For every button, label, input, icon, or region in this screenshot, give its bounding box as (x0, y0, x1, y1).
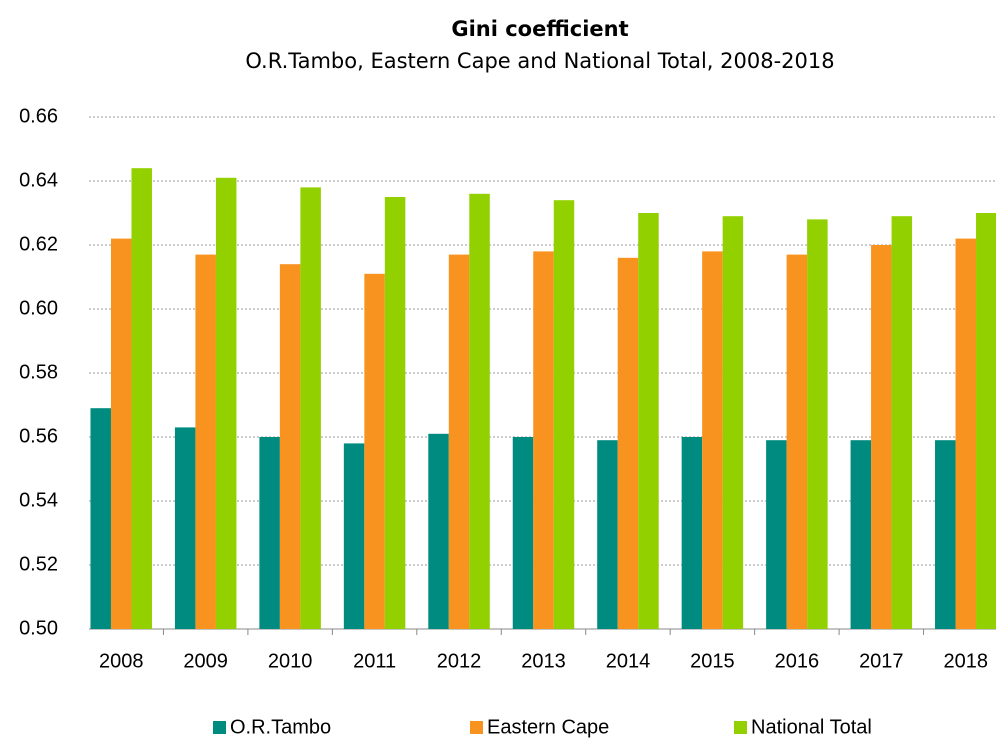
bar (343, 443, 365, 629)
bar (955, 238, 977, 629)
y-tick-label: 0.66 (19, 105, 58, 127)
bar (766, 440, 787, 629)
bar (174, 427, 196, 629)
y-tick-label: 0.60 (19, 297, 58, 319)
y-tick-label: 0.64 (19, 169, 58, 191)
bar (215, 177, 237, 630)
y-tick-label: 0.52 (19, 553, 58, 575)
bar (976, 213, 996, 629)
x-tick-label: 2013 (521, 650, 566, 672)
legend-swatch (213, 721, 226, 734)
y-tick-label: 0.50 (19, 617, 58, 639)
x-tick-label: 2010 (268, 650, 313, 672)
legend-swatch (470, 721, 483, 734)
legend-swatch (734, 721, 747, 734)
x-tick-label: 2017 (859, 650, 904, 672)
bar (448, 254, 470, 629)
bar (935, 440, 956, 629)
bar (617, 257, 639, 629)
bar (512, 437, 534, 629)
bar (553, 200, 575, 629)
chart-title: Gini coefficient (451, 17, 628, 41)
x-tick-label: 2008 (99, 650, 144, 672)
bar (364, 273, 385, 629)
bar (722, 216, 744, 629)
bar (131, 168, 152, 629)
legend-label: National Total (751, 716, 872, 738)
chart-subtitle: O.R.Tambo, Eastern Cape and National Tot… (245, 49, 834, 73)
bar (807, 219, 828, 629)
bar (850, 440, 872, 629)
y-tick-label: 0.54 (19, 489, 58, 511)
bar (702, 251, 723, 629)
bar (110, 238, 132, 629)
bar (90, 408, 111, 629)
x-tick-label: 2014 (606, 650, 651, 672)
x-tick-label: 2018 (944, 650, 989, 672)
bar (428, 433, 449, 629)
bar (681, 437, 703, 629)
bar (638, 213, 659, 629)
bar (891, 216, 913, 629)
bar (300, 187, 321, 629)
bar (597, 440, 618, 629)
bar (786, 254, 808, 629)
bar (384, 197, 406, 629)
x-tick-label: 2016 (775, 650, 820, 672)
x-tick-label: 2012 (437, 650, 482, 672)
bar (469, 193, 490, 630)
x-tick-label: 2009 (183, 650, 228, 672)
bar (533, 251, 554, 629)
x-tick-label: 2015 (690, 650, 735, 672)
y-tick-label: 0.62 (19, 233, 58, 255)
bar (279, 264, 301, 629)
x-tick-label: 2011 (353, 650, 396, 672)
bar (195, 254, 216, 629)
legend-label: Eastern Cape (487, 716, 609, 738)
bar (259, 437, 280, 629)
legend-label: O.R.Tambo (230, 716, 331, 738)
y-tick-label: 0.56 (19, 425, 58, 447)
bar (871, 245, 892, 629)
y-tick-label: 0.58 (19, 361, 58, 383)
